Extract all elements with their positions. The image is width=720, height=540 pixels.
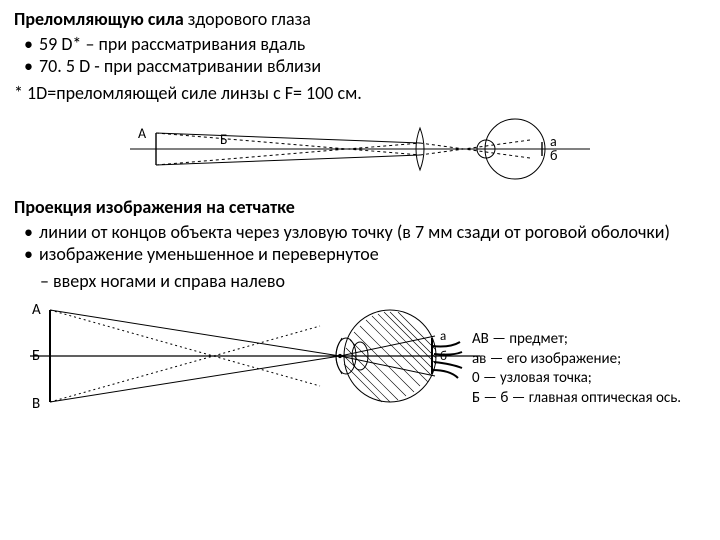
- d1-label-b: б: [550, 147, 557, 164]
- slide-page: Преломляющую сила здорового глаза 59 D* …: [0, 0, 720, 432]
- section2-title: Проекция изображения на сетчатке: [14, 196, 706, 219]
- diagram2-legend: АВ — предмет; ав — его изображение; 0 — …: [472, 330, 702, 408]
- section1-list: 59 D* – при рассматривания вдаль 70. 5 D…: [14, 33, 706, 78]
- legend-line-3: 0 — узловая точка;: [472, 369, 702, 389]
- section2-item-0: линии от концов объекта через узловую то…: [40, 221, 706, 244]
- diagram-projection-retina: А Б В а б: [20, 296, 490, 416]
- section1-heading: Преломляющую сила здорового глаза: [14, 8, 706, 31]
- d2-label-A: А: [32, 301, 41, 319]
- section2-item-1: изображение уменьшенное и перевернутое: [40, 243, 706, 266]
- legend-line-4: Б — б — главная оптическая ось.: [472, 389, 702, 409]
- section2-sublist: вверх ногами и справа налево: [14, 270, 706, 293]
- section1-item-1: 70. 5 D - при рассматривании вблизи: [40, 55, 706, 78]
- section1-title-rest: здорового глаза: [184, 8, 311, 30]
- d1-label-A: А: [138, 125, 147, 142]
- section1-item-0: 59 D* – при рассматривания вдаль: [40, 33, 706, 56]
- diagram-refraction-simple: А Б а б: [120, 110, 600, 188]
- legend-line-1: АВ — предмет;: [472, 330, 702, 350]
- section2-subitem-0: вверх ногами и справа налево: [58, 270, 706, 293]
- d2-label-V: В: [32, 395, 40, 413]
- legend-line-2: ав — его изображение;: [472, 350, 702, 370]
- d1-label-B: Б: [220, 131, 228, 148]
- d2-label-a: а: [440, 329, 446, 344]
- d2-label-b: б: [440, 349, 447, 364]
- section1-title-bold: Преломляющую сила: [14, 8, 184, 30]
- section1-footnote: * 1D=преломляющей силе линзы с F= 100 см…: [14, 82, 706, 105]
- d2-label-B: Б: [32, 347, 40, 365]
- section2-list: линии от концов объекта через узловую то…: [14, 221, 706, 266]
